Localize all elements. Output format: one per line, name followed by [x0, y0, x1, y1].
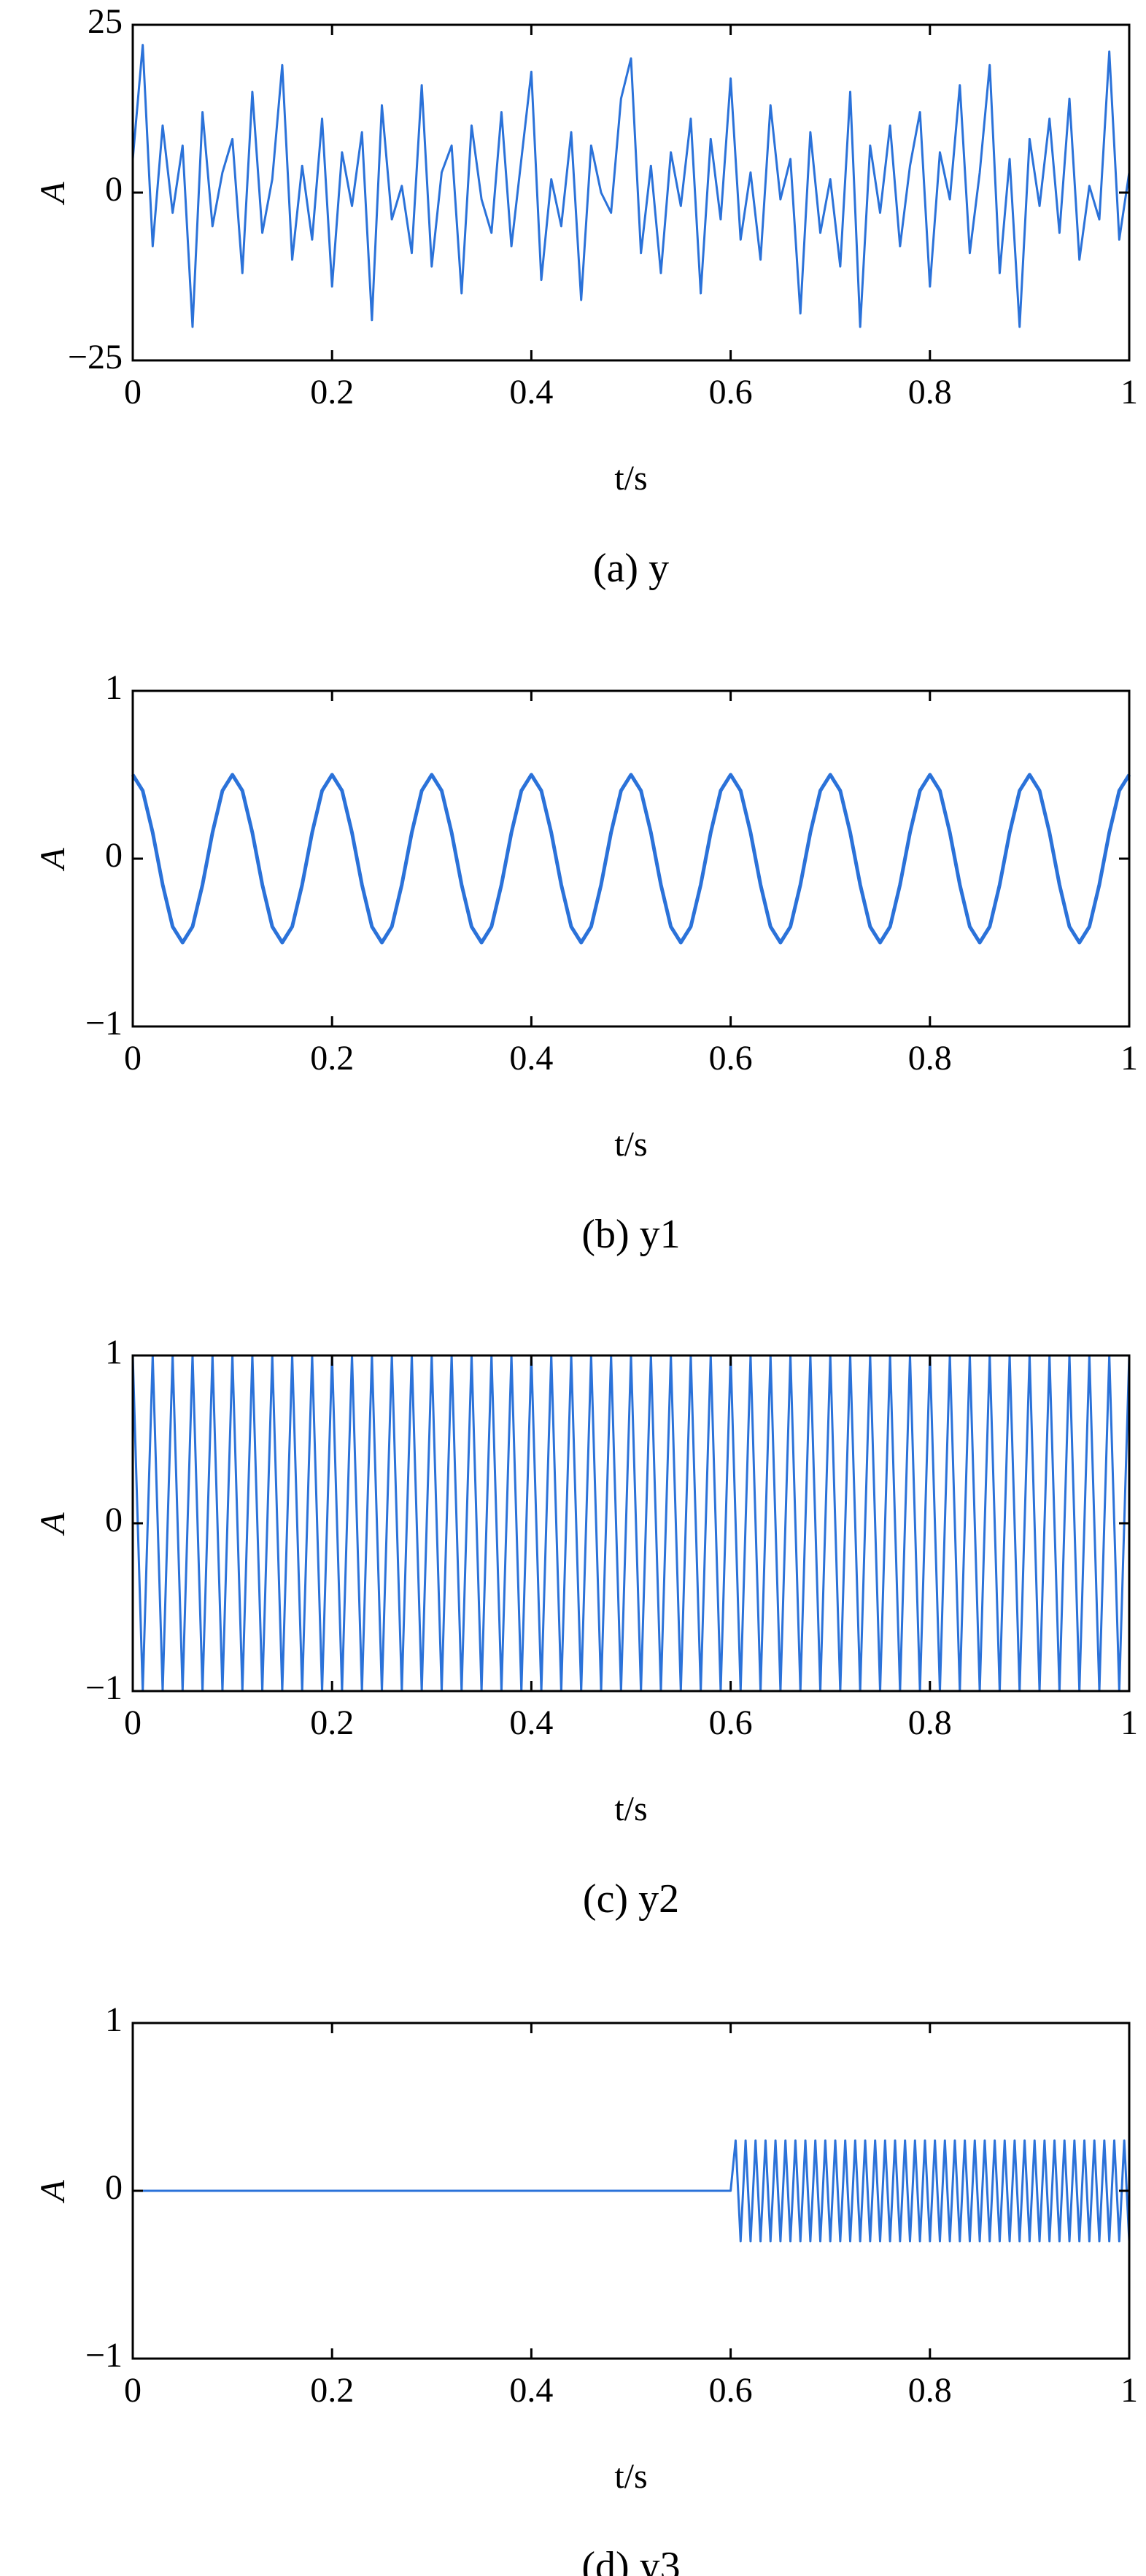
y-tick-label: 0 [105, 836, 123, 875]
chart-title: (d) y3 [581, 2544, 680, 2576]
y-tick-label: 25 [88, 2, 123, 41]
x-tick-label: 0.8 [908, 373, 952, 411]
y-tick-label: −25 [68, 338, 123, 376]
x-axis-label: t/s [614, 2457, 647, 2496]
data-line [131, 44, 1131, 328]
x-tick-label: 0.2 [310, 2371, 354, 2410]
x-tick-label: 0.6 [709, 2371, 753, 2410]
y-tick-label: 1 [105, 2000, 123, 2039]
x-tick-label: 1 [1120, 1039, 1138, 1078]
x-tick-label: 0.8 [908, 1039, 952, 1078]
y-tick-label: 0 [105, 170, 123, 209]
chart-title: (b) y1 [581, 1212, 680, 1257]
y-axis-label: A [34, 182, 72, 206]
plot-frame [131, 689, 1131, 1028]
x-tick-label: 0.2 [310, 1039, 354, 1078]
x-tick-label: 0 [124, 2371, 142, 2410]
x-tick-label: 0.8 [908, 2371, 952, 2410]
x-tick-label: 0.4 [509, 1703, 553, 1742]
x-tick-label: 0.6 [709, 1039, 753, 1078]
x-tick-label: 0.8 [908, 1703, 952, 1742]
y-tick-label: −1 [85, 2336, 123, 2375]
x-tick-label: 0 [124, 1703, 142, 1742]
x-tick-label: 0 [124, 1039, 142, 1078]
x-axis-label: t/s [614, 1790, 647, 1828]
x-tick-label: 0.6 [709, 1703, 753, 1742]
y-axis-label: A [34, 848, 72, 872]
data-line [131, 773, 1131, 945]
x-axis-label: t/s [614, 1125, 647, 1164]
y-tick-label: −1 [85, 1668, 123, 1707]
x-tick-label: 1 [1120, 373, 1138, 411]
x-tick-label: 0.6 [709, 373, 753, 411]
chart-title: (a) y [593, 546, 669, 591]
x-tick-label: 0 [124, 373, 142, 411]
y-axis-label: A [34, 1512, 72, 1536]
x-tick-label: 0.4 [509, 1039, 553, 1078]
x-axis-label: t/s [614, 459, 647, 498]
data-line [133, 2139, 1131, 2243]
y-axis-label: A [34, 2180, 72, 2204]
x-tick-label: 0.4 [509, 373, 553, 411]
y-tick-label: −1 [85, 1004, 123, 1043]
x-tick-label: 1 [1120, 2371, 1138, 2410]
plot-frame [131, 1354, 1131, 1693]
x-tick-label: 0.2 [310, 1703, 354, 1742]
x-tick-label: 0.4 [509, 2371, 553, 2410]
data-line [131, 1354, 1131, 1693]
y-tick-label: 1 [105, 668, 123, 707]
y-tick-label: 1 [105, 1333, 123, 1372]
chart-title: (c) y2 [583, 1876, 679, 1922]
x-tick-label: 1 [1120, 1703, 1138, 1742]
y-tick-label: 0 [105, 1501, 123, 1539]
x-tick-label: 0.2 [310, 373, 354, 411]
y-tick-label: 0 [105, 2168, 123, 2207]
